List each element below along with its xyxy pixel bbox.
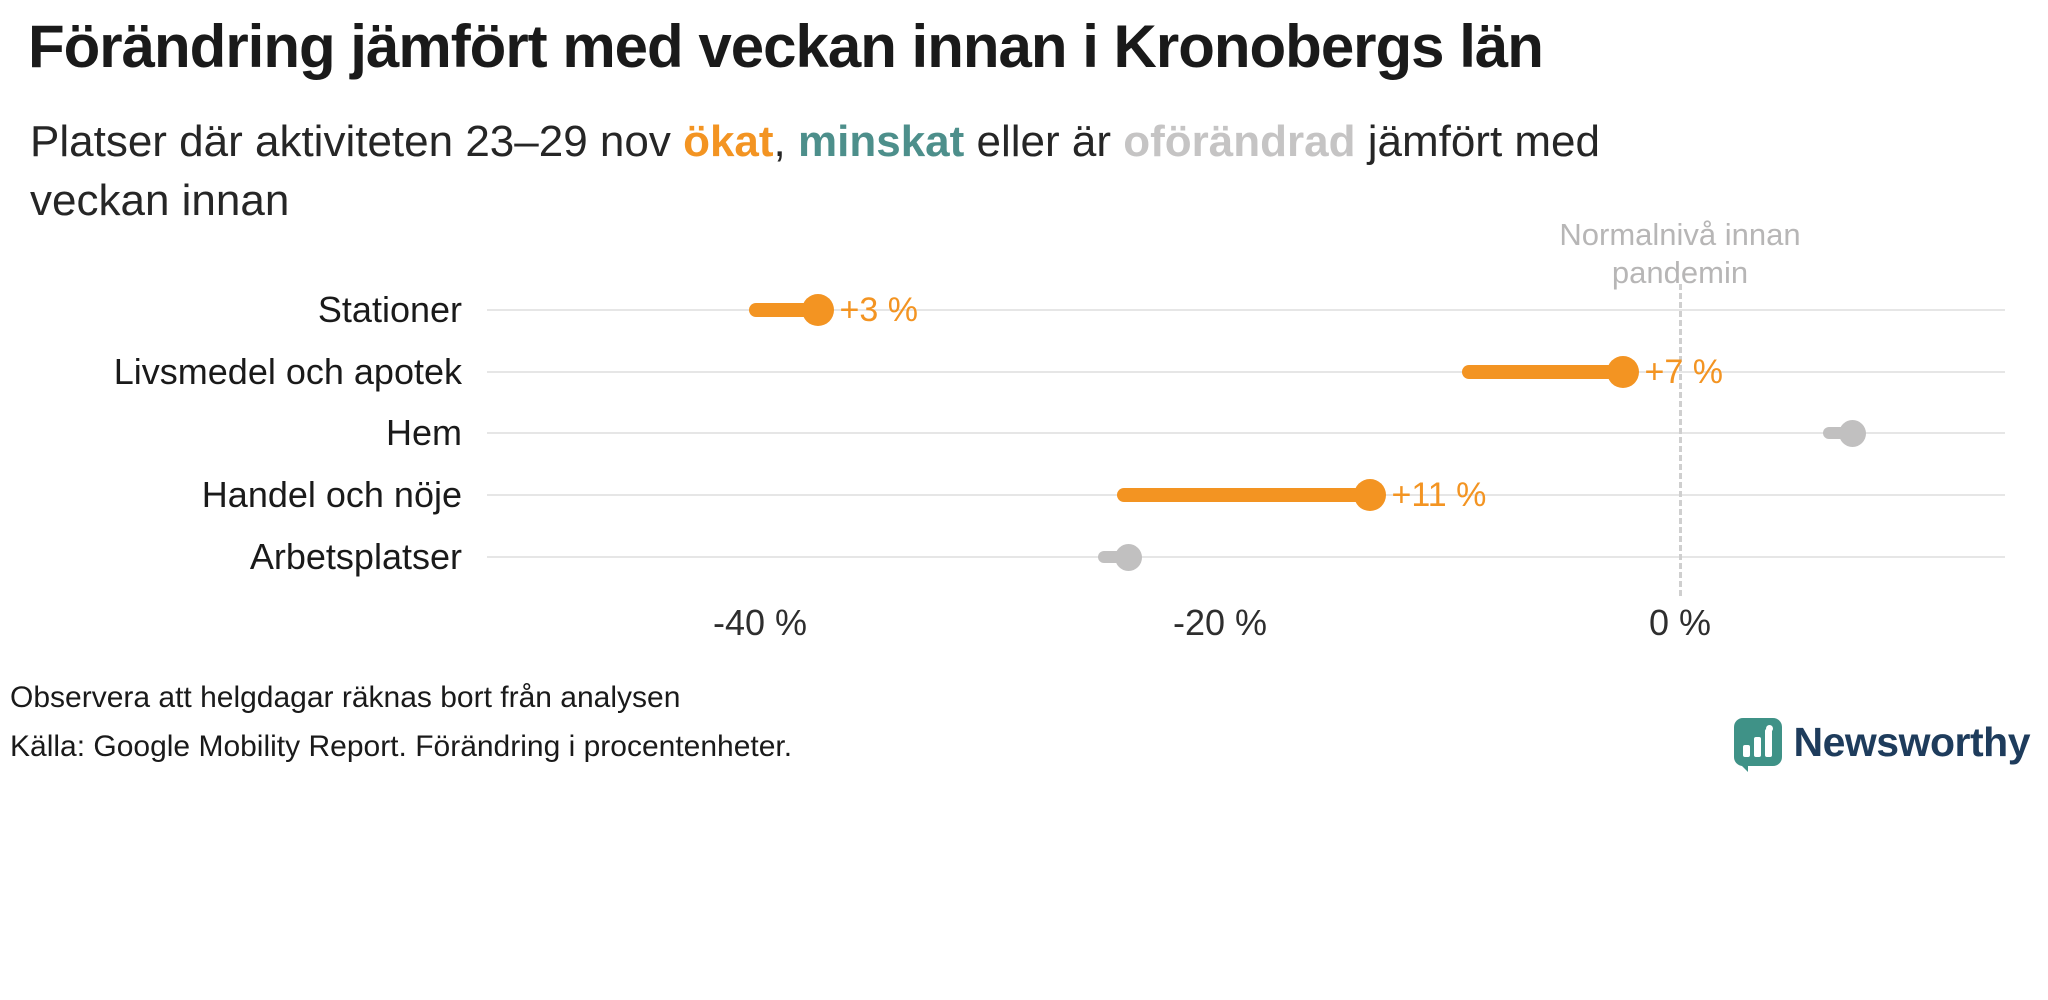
x-tick-label: 0 % [1648, 602, 1712, 643]
row-gridline [487, 556, 2005, 558]
category-label: Handel och nöje [201, 474, 462, 515]
dumbbell-dot [1839, 419, 1866, 447]
x-tick-label: -40 % [712, 602, 808, 643]
row-gridline [487, 371, 2005, 373]
category-label: Arbetsplatser [249, 536, 462, 577]
category-label: Hem [385, 412, 462, 453]
subtitle-middle: eller är [964, 117, 1124, 166]
newsworthy-logo-text: Newsworthy [1793, 718, 2031, 765]
logo-bar-icon [1754, 737, 1761, 757]
newsworthy-logo-icon [1733, 718, 1782, 772]
logo-bar-icon [1765, 729, 1772, 757]
category-label: Livsmedel och apotek [113, 351, 462, 392]
logo-bar-icon [1743, 745, 1750, 757]
chart-subtitle: Platser där aktiviteten 23–29 nov ökat, … [30, 112, 1630, 231]
dumbbell-dot [801, 294, 834, 326]
footnote: Observera att helgdagar räknas bort från… [10, 681, 681, 714]
dumbbell-dot [1353, 479, 1386, 511]
value-label: +7 % [1644, 353, 1723, 391]
newsworthy-logo: Newsworthy [1733, 718, 2031, 772]
subtitle-increase-word: ökat [683, 117, 774, 166]
subtitle-lead: Platser där aktiviteten 23–29 nov [30, 117, 684, 166]
dumbbell-line [1116, 488, 1370, 502]
source-note: Källa: Google Mobility Report. Förändrin… [10, 730, 793, 763]
normal-level-annotation: Normalnivå innan [1559, 217, 1801, 252]
subtitle-tail: jämfört med veckan innan [30, 117, 1600, 226]
logo-dot-icon [1765, 725, 1773, 732]
page-title: Förändring jämfört med veckan innan i Kr… [28, 13, 1544, 80]
value-label: +11 % [1391, 476, 1487, 514]
dumbbell-dot [1114, 543, 1142, 571]
dumbbell-line [748, 303, 818, 317]
row-gridline [487, 309, 2005, 311]
normal-level-annotation: pandemin [1611, 255, 1749, 290]
category-label: Stationer [317, 289, 462, 330]
value-label: +3 % [839, 291, 918, 329]
dumbbell-line [1461, 365, 1623, 379]
x-tick-label: -20 % [1172, 602, 1268, 643]
normal-level-line [1679, 284, 1682, 596]
subtitle-unchanged-word: oförändrad [1123, 117, 1356, 166]
row-gridline [487, 432, 2005, 434]
subtitle-decrease-word: minskat [798, 117, 965, 166]
dumbbell-dot [1606, 356, 1639, 388]
subtitle-comma: , [773, 117, 798, 166]
